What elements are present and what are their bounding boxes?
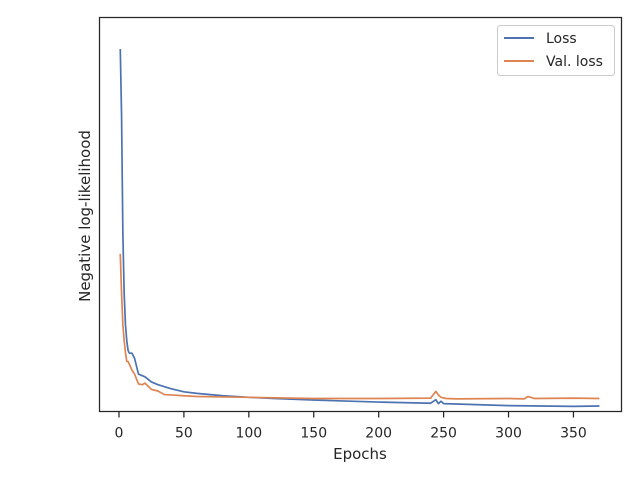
series-lines — [119, 49, 600, 408]
plot-frame — [98, 16, 623, 413]
x-tick-label: 100 — [235, 426, 262, 442]
y-axis-label: Negative log-likelihood — [76, 130, 94, 302]
x-tick-label: 0 — [115, 426, 124, 442]
x-tick-label: 300 — [495, 426, 522, 442]
legend-label-val-loss: Val. loss — [546, 54, 603, 70]
x-tick-label: 250 — [430, 426, 457, 442]
x-tick-label: 150 — [300, 426, 327, 442]
x-axis-label: Epochs — [333, 445, 387, 463]
x-tick-label: 200 — [365, 426, 392, 442]
series-line-val-loss — [119, 253, 600, 400]
x-ticks: 0 50 100 150 200 250 300 350 — [115, 411, 587, 442]
x-tick-label: 350 — [560, 426, 587, 442]
series-line-loss — [119, 49, 600, 408]
x-tick-label: 50 — [175, 426, 193, 442]
legend: Loss Val. loss — [497, 25, 615, 76]
legend-label-loss: Loss — [546, 31, 577, 47]
